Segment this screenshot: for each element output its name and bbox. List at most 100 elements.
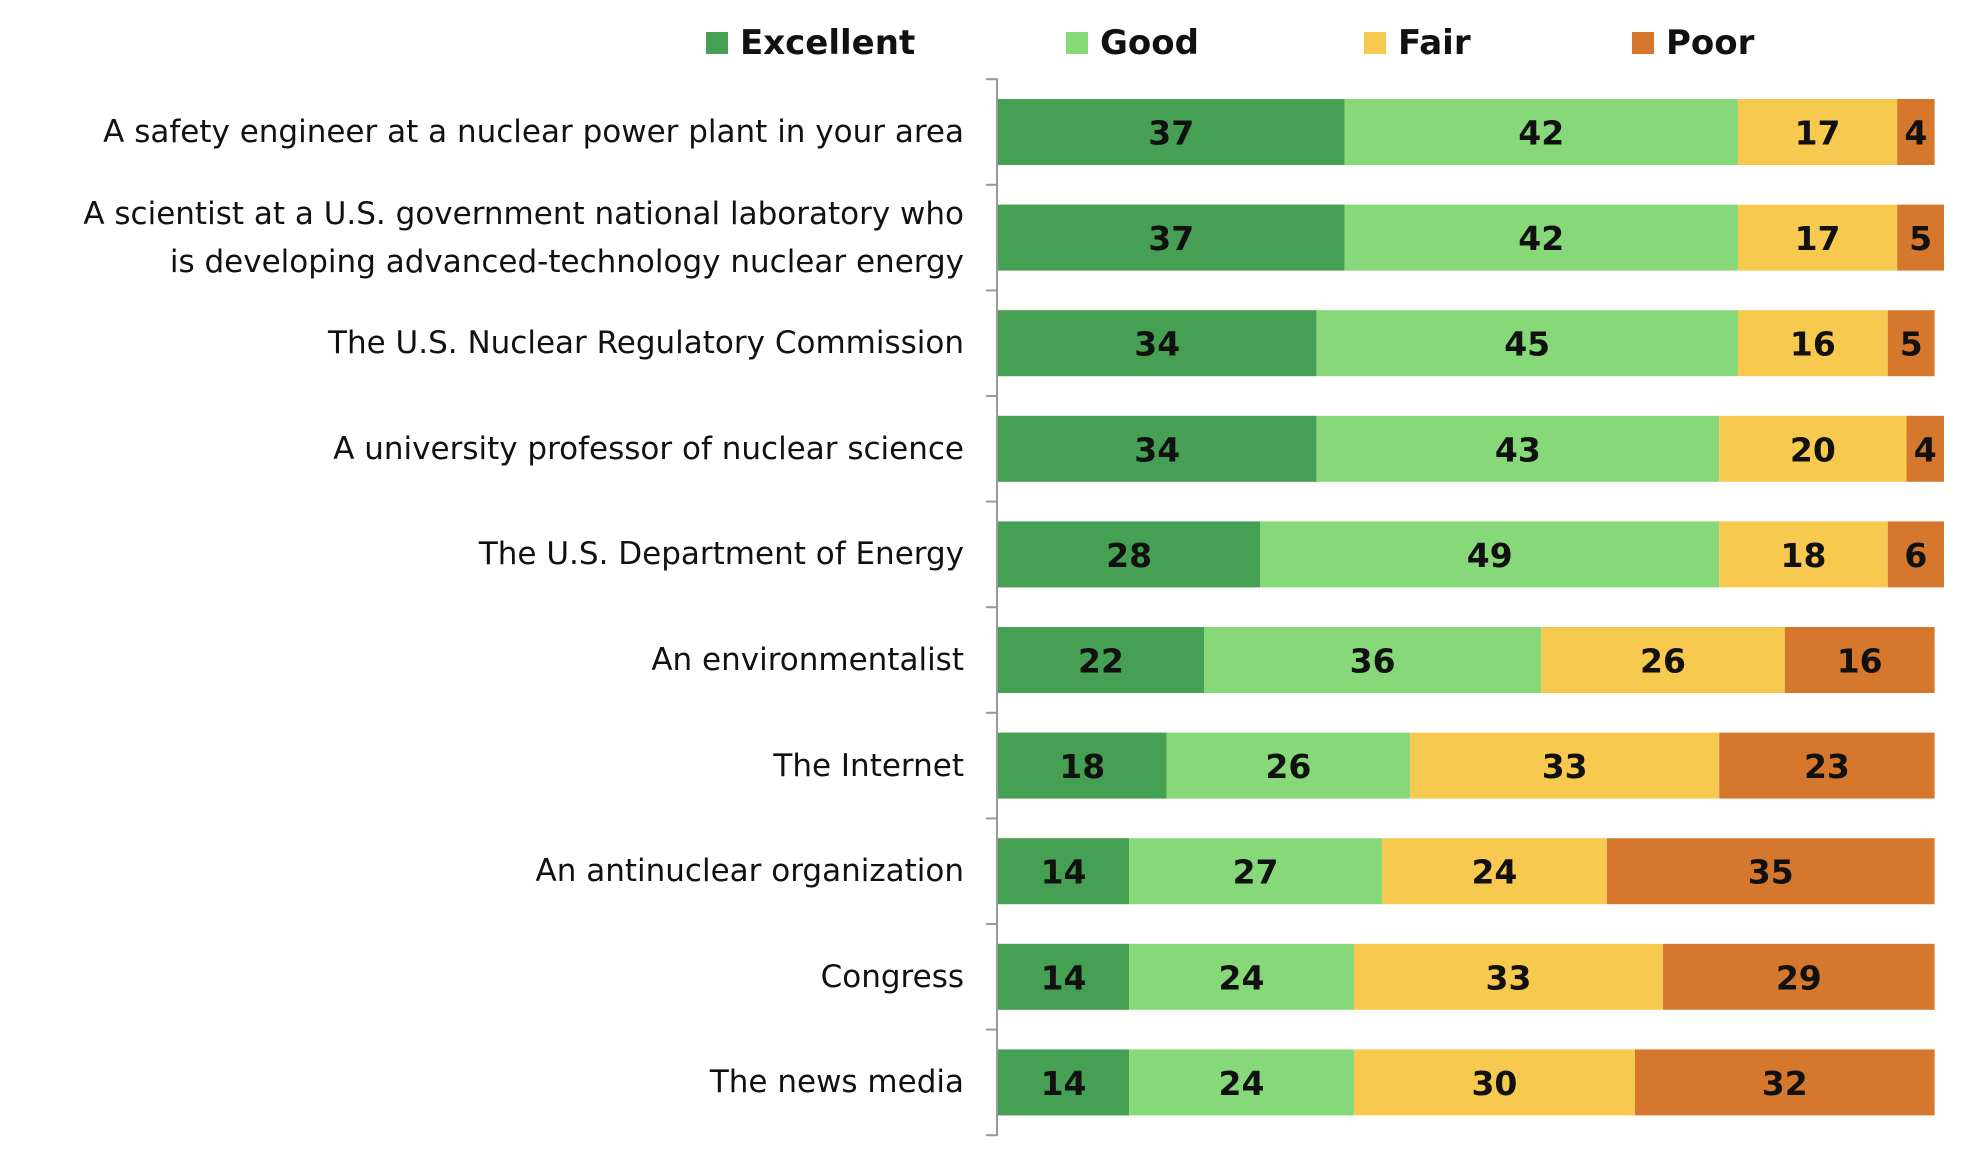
data-label: 32 [1762,1064,1808,1103]
legend-label: Fair [1398,23,1471,63]
bar-segment [1719,521,1888,588]
data-label: 16 [1790,325,1836,364]
bar-segment [1129,838,1383,905]
bar-segment [1410,732,1720,799]
bar-segment [1784,627,1935,693]
bar-segment [998,838,1130,905]
bar-segment [1887,310,1935,377]
bar-segment [998,99,1345,165]
data-label: 18 [1059,747,1105,786]
bar-segment [1719,732,1935,799]
data-label: 45 [1504,325,1550,364]
bar-segment [1541,627,1785,693]
category-label: Congress [820,958,964,995]
category-label: The Internet [773,747,964,784]
data-label: 27 [1233,853,1279,892]
bar-segment [1260,521,1720,588]
data-label: 18 [1781,536,1827,575]
data-label: 49 [1467,536,1513,575]
data-label: 22 [1078,642,1124,681]
bar-segment [1344,204,1738,271]
bar-segment [998,627,1205,693]
legend-label: Good [1100,23,1199,63]
bar-segment [1204,627,1542,693]
bar-segment [1129,1049,1354,1116]
bar-segment [998,310,1317,377]
bar-segment [1897,204,1944,271]
bar-segment [1166,732,1411,799]
data-label: 26 [1640,642,1686,681]
bar-segment [1382,838,1607,905]
data-label: 24 [1219,1064,1265,1103]
legend-swatch [1364,32,1386,54]
data-label: 6 [1904,536,1927,575]
legend-swatch [1066,32,1088,54]
data-label: 42 [1518,114,1564,153]
category-label: The U.S. Nuclear Regulatory Commission [328,325,964,362]
category-label: An environmentalist [651,642,964,678]
data-label: 14 [1041,853,1087,892]
bar-segment [1129,943,1354,1010]
data-label: 29 [1776,958,1822,997]
data-label: 33 [1485,958,1531,997]
bar-segment [1316,310,1738,377]
legend-label: Excellent [740,23,915,63]
legend-swatch [706,32,728,54]
data-label: 37 [1148,114,1194,153]
data-label: 24 [1219,958,1265,997]
data-label: 5 [1909,219,1932,258]
bar-segment [1897,99,1935,165]
category-label: A university professor of nuclear scienc… [333,430,964,467]
data-label: 16 [1837,642,1883,681]
bar-segment [998,204,1345,271]
bar-segment [1344,99,1738,165]
data-label: 34 [1134,325,1180,364]
legend-swatch [1632,32,1654,54]
data-label: 5 [1900,325,1923,364]
legend-label: Poor [1666,23,1755,63]
bar-segment [1737,99,1898,165]
bar-segment [1737,310,1888,377]
data-label: 24 [1471,853,1517,892]
bar-segment [998,1049,1130,1116]
data-label: 14 [1041,1064,1087,1103]
bar-segment [1353,943,1664,1010]
data-label: 4 [1914,430,1937,469]
data-label: 4 [1904,114,1927,153]
category-label: The U.S. Department of Energy [478,536,964,573]
category-label: A scientist at a U.S. government nationa… [83,195,964,280]
bar-segment [1606,838,1935,905]
data-label: 42 [1518,219,1564,258]
data-label: 26 [1265,747,1311,786]
bar-segment [1906,415,1944,482]
data-label: 17 [1795,219,1841,258]
data-label: 37 [1148,219,1194,258]
category-label: An antinuclear organization [535,853,965,890]
data-label: 34 [1134,430,1180,469]
data-label: 23 [1804,747,1850,786]
bar-segment [998,521,1261,588]
bar-segment [1353,1049,1635,1116]
bar-segment [998,732,1167,799]
data-label: 17 [1795,114,1841,153]
data-label: 35 [1748,853,1794,892]
bar-segment [1737,204,1898,271]
bar-segment [1663,943,1935,1010]
category-label: The news media [709,1064,964,1101]
data-label: 43 [1495,430,1541,469]
bar-segment [998,415,1317,482]
data-label: 14 [1041,958,1087,997]
data-label: 30 [1471,1064,1517,1103]
data-label: 33 [1542,747,1588,786]
bar-segment [998,943,1130,1010]
bar-segment [1634,1049,1935,1116]
bar-segment [1719,415,1907,482]
data-label: 20 [1790,430,1836,469]
bar-segment [1887,521,1944,588]
data-label: 36 [1350,642,1396,681]
category-label: A safety engineer at a nuclear power pla… [103,114,964,150]
bar-segment [1316,415,1720,482]
data-label: 28 [1106,536,1152,575]
